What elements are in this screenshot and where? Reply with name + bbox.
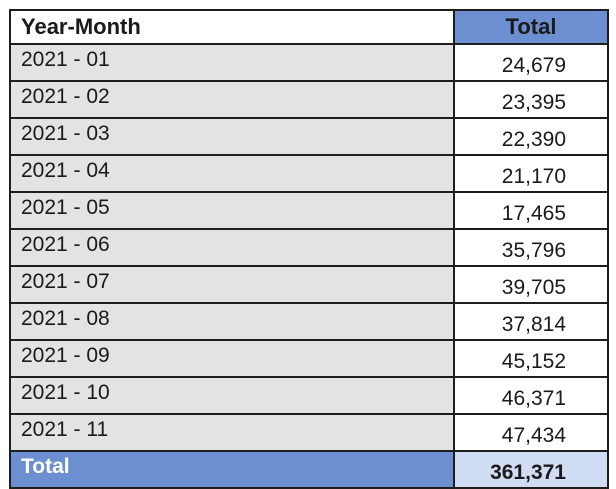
row-label: 2021 - 05 xyxy=(9,191,455,230)
table-row: 2021 - 11 47,434 xyxy=(9,413,609,452)
row-label: 2021 - 02 xyxy=(9,80,455,119)
row-label: 2021 - 08 xyxy=(9,302,455,341)
table-row: 2021 - 03 22,390 xyxy=(9,117,609,156)
row-value: 21,170 xyxy=(453,154,609,193)
table-body: 2021 - 01 24,679 2021 - 02 23,395 2021 - 03 2… xyxy=(9,43,609,452)
table-row: 2021 - 05 17,465 xyxy=(9,191,609,230)
table-row: 2021 - 08 37,814 xyxy=(9,302,609,341)
table-row: 2021 - 09 45,152 xyxy=(9,339,609,378)
table-row: 2021 - 06 35,796 xyxy=(9,228,609,267)
row-label: 2021 - 10 xyxy=(9,376,455,415)
table-row: 2021 - 04 21,170 xyxy=(9,154,609,193)
row-label: 2021 - 01 xyxy=(9,43,455,82)
row-label: 2021 - 11 xyxy=(9,413,455,452)
row-value: 35,796 xyxy=(453,228,609,267)
total-value: 361,371 xyxy=(453,450,609,489)
row-value: 37,814 xyxy=(453,302,609,341)
header-total: Total xyxy=(453,9,609,45)
table-row: 2021 - 01 24,679 xyxy=(9,43,609,82)
header-year-month: Year-Month xyxy=(9,9,455,45)
row-value: 46,371 xyxy=(453,376,609,415)
row-label: 2021 - 04 xyxy=(9,154,455,193)
table-row: 2021 - 07 39,705 xyxy=(9,265,609,304)
row-value: 17,465 xyxy=(453,191,609,230)
row-value: 23,395 xyxy=(453,80,609,119)
table-row: 2021 - 10 46,371 xyxy=(9,376,609,415)
total-label: Total xyxy=(9,450,455,489)
monthly-totals-table: Year-Month Total 2021 - 01 24,679 2021 - 0… xyxy=(9,9,609,489)
total-row: Total 361,371 xyxy=(9,450,609,489)
row-label: 2021 - 06 xyxy=(9,228,455,267)
row-value: 47,434 xyxy=(453,413,609,452)
row-value: 22,390 xyxy=(453,117,609,156)
row-value: 39,705 xyxy=(453,265,609,304)
header-row: Year-Month Total xyxy=(9,9,609,45)
row-value: 24,679 xyxy=(453,43,609,82)
row-label: 2021 - 03 xyxy=(9,117,455,156)
row-label: 2021 - 07 xyxy=(9,265,455,304)
row-value: 45,152 xyxy=(453,339,609,378)
table-row: 2021 - 02 23,395 xyxy=(9,80,609,119)
row-label: 2021 - 09 xyxy=(9,339,455,378)
